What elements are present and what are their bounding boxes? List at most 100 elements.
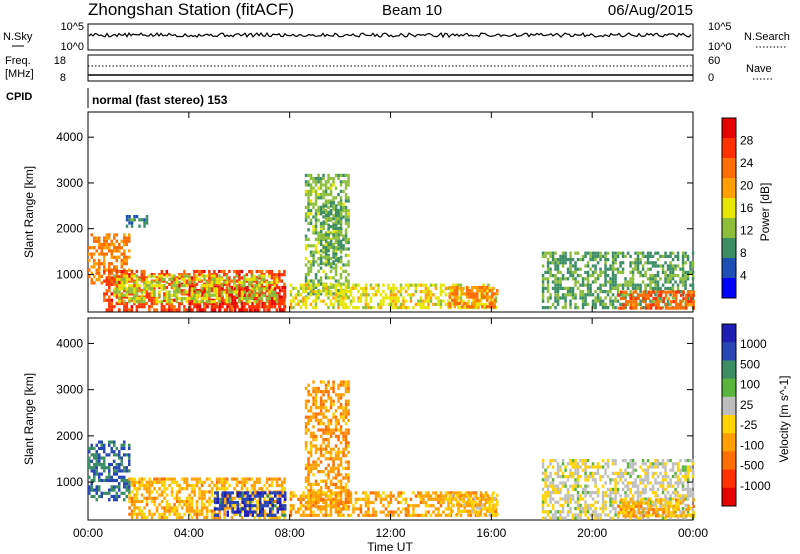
data-cell: [228, 282, 231, 286]
data-cell: [108, 472, 111, 476]
data-cell: [596, 471, 600, 475]
data-cell: [546, 513, 550, 517]
data-cell: [664, 280, 667, 284]
data-cell: [299, 504, 303, 508]
data-cell: [110, 494, 113, 499]
data-cell: [679, 280, 682, 284]
data-cell: [314, 495, 318, 499]
data-cell: [324, 204, 328, 208]
data-cell: [422, 497, 425, 501]
data-cell: [292, 286, 295, 290]
data-cell: [138, 506, 141, 510]
data-cell: [150, 483, 154, 488]
data-cell: [148, 292, 151, 296]
data-cell: [649, 280, 652, 284]
data-cell: [113, 290, 116, 294]
data-cell: [168, 503, 171, 507]
data-cell: [581, 280, 585, 284]
data-cell: [544, 516, 547, 520]
data-cell: [584, 283, 587, 287]
data-cell: [170, 301, 174, 306]
data-cell: [402, 296, 405, 300]
data-cell: [629, 300, 633, 304]
data-cell: [220, 277, 224, 281]
data-cell: [103, 443, 106, 447]
data-cell: [496, 503, 499, 507]
data-cell: [576, 481, 580, 485]
data-cell: [135, 269, 139, 274]
data-cell: [100, 472, 103, 476]
data-cell: [459, 494, 463, 498]
data-cell: [213, 274, 216, 278]
data-cell: [281, 301, 284, 306]
data-cell: [324, 214, 328, 218]
data-cell: [456, 512, 459, 517]
data-cell: [581, 277, 585, 281]
data-cell: [329, 189, 333, 193]
data-cell: [123, 295, 126, 299]
data-cell: [432, 497, 435, 501]
data-cell: [115, 469, 118, 473]
data-cell: [586, 280, 590, 284]
data-cell: [246, 510, 249, 514]
data-cell: [307, 428, 310, 432]
data-cell: [100, 252, 103, 256]
data-cell: [317, 180, 320, 184]
data-cell: [188, 301, 192, 306]
data-cell: [93, 246, 96, 250]
data-cell: [324, 244, 328, 248]
data-cell: [387, 513, 390, 517]
data-cell: [466, 289, 469, 293]
data-cell: [230, 477, 234, 481]
data-cell: [574, 264, 577, 268]
data-cell: [307, 466, 310, 470]
data-cell: [135, 496, 139, 500]
data-cell: [195, 483, 199, 488]
data-cell: [245, 487, 249, 491]
data-cell: [269, 497, 272, 501]
data-cell: [493, 298, 496, 302]
data-cell: [180, 487, 184, 491]
data-cell: [546, 465, 550, 469]
data-cell: [322, 438, 325, 442]
data-cell: [414, 286, 418, 290]
data-cell: [243, 480, 246, 484]
data-cell: [113, 268, 116, 272]
data-cell: [95, 472, 98, 476]
data-cell: [168, 277, 171, 281]
data-cell: [240, 301, 244, 306]
data-cell: [304, 500, 308, 505]
data-cell: [397, 296, 400, 300]
data-cell: [110, 276, 114, 280]
data-cell: [123, 289, 126, 293]
data-cell: [606, 465, 610, 469]
data-cell: [387, 510, 390, 514]
data-cell: [281, 308, 284, 312]
data-cell: [163, 490, 166, 494]
data-cell: [387, 286, 390, 290]
data-cell: [337, 239, 340, 243]
data-cell: [649, 283, 652, 287]
data-cell: [344, 183, 348, 187]
data-cell: [374, 513, 378, 517]
data-cell: [213, 483, 216, 488]
data-cell: [344, 494, 348, 498]
data-cell: [322, 209, 325, 213]
data-cell: [238, 496, 241, 500]
data-cell: [155, 496, 159, 500]
data-cell: [314, 177, 318, 181]
data-cell: [221, 305, 224, 309]
data-cell: [190, 477, 194, 481]
data-cell: [113, 233, 116, 237]
data-cell: [312, 491, 315, 495]
data-cell: [304, 431, 308, 435]
data-cell: [541, 264, 545, 268]
data-cell: [334, 486, 338, 490]
data-cell: [329, 479, 333, 483]
data-cell: [384, 296, 388, 300]
data-cell: [367, 507, 370, 511]
data-cell: [304, 205, 308, 209]
data-cell: [200, 269, 204, 274]
data-cell: [463, 301, 466, 306]
data-cell: [317, 241, 320, 245]
